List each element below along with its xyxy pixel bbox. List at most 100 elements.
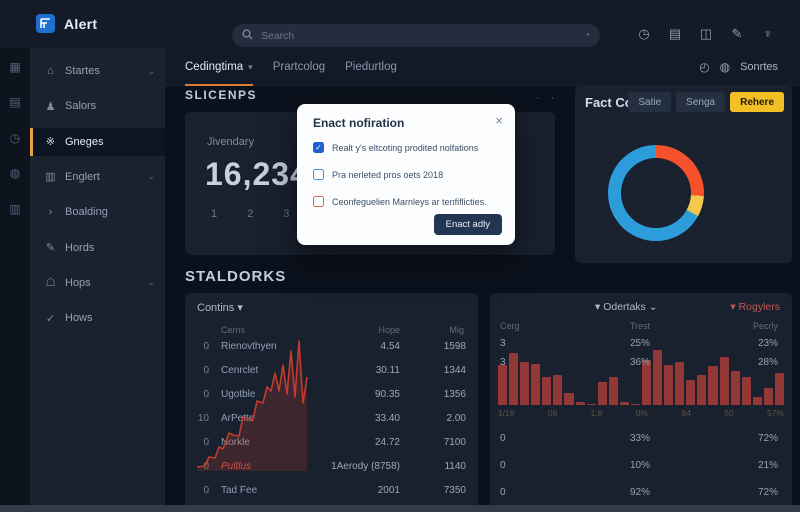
clock-icon[interactable]: ◷ [9, 130, 21, 145]
odertaks-dropdown[interactable]: ▾ Odertaks ⌄ [595, 301, 658, 313]
clock-icon[interactable]: ◴ [699, 60, 710, 74]
senga-button[interactable]: Senga [676, 92, 726, 112]
table-row[interactable]: 0 Pultlus 1Aerody (8758) 1140 [185, 461, 478, 477]
bar [653, 350, 663, 405]
tab-label: Cedingtima [185, 61, 244, 73]
row-cell: 28% [757, 357, 778, 368]
modal-title: Enact nofiration [313, 116, 405, 130]
option-label: Realt y's eltcoting prodited nolfations [332, 142, 479, 153]
enact-button[interactable]: Enact adly [433, 214, 502, 235]
card-title: Fact Cort [585, 95, 643, 110]
tab-piedurtlog[interactable]: Piedurtlog [345, 48, 397, 86]
pagination-number[interactable]: 3 [283, 208, 290, 220]
checkbox-checked-icon[interactable]: ✓ [313, 142, 324, 153]
calendar-icon[interactable]: ▤ [668, 26, 682, 41]
sidebar-item-salors[interactable]: ♟ Salors [30, 92, 165, 120]
row-value-1: 4.54 [380, 341, 400, 352]
panel-icon[interactable]: ▥ [9, 201, 21, 216]
row-value-1: 1Aerody (8758) [331, 461, 400, 472]
bar [509, 353, 519, 405]
pagination-number[interactable]: 1 [211, 208, 218, 220]
table-row[interactable]: 0 Tad Fee 2001 7350 [185, 485, 478, 501]
bar [708, 366, 718, 405]
sidebar-item-gneges[interactable]: ※ Gneges [30, 127, 165, 156]
pencil-icon[interactable]: ✎ [731, 26, 743, 41]
globe-icon[interactable]: ◍ [9, 166, 21, 181]
chevron-down-icon: ⌄ [147, 171, 155, 182]
axis-tick-label: 84 [681, 408, 691, 418]
bottom-scrollbar[interactable] [0, 505, 800, 512]
bar [675, 362, 685, 405]
source-icon[interactable]: ◍ [719, 60, 731, 74]
bar-chart-axis: 1/18 08 1:8 0% 84 50 57% [498, 408, 784, 418]
pagination-number[interactable]: 2 [247, 208, 254, 220]
grid-icon[interactable]: ▦ [9, 60, 21, 74]
enact-notification-modal: Enact nofiration × ✓ Realt y's eltcoting … [297, 104, 515, 245]
table-row[interactable]: 3 36% 28% [490, 357, 792, 371]
app-logo[interactable]: Alert [36, 14, 97, 33]
rogylers-legend[interactable]: ▾ Rogylers [730, 301, 780, 313]
tab-label: Piedurtlog [345, 61, 397, 73]
table-row[interactable]: 0 33% 72% [490, 433, 792, 447]
search-icon [242, 27, 253, 45]
rehere-button[interactable]: Rehere [730, 92, 784, 112]
sidebar-item-englert[interactable]: ▥ Englert ⌄ [30, 163, 165, 191]
bell-icon[interactable]: ♆ [763, 26, 773, 41]
col-header-cerns: Cerns [221, 325, 246, 335]
modal-option[interactable]: Ceonfeguelien Marnleys ar tenfiflicties. [313, 196, 487, 207]
bar [741, 377, 751, 405]
row-name: Tad Fee [221, 485, 258, 496]
home-icon: ⌂ [47, 65, 54, 77]
table-row[interactable]: 3 25% 23% [490, 338, 792, 352]
sources-link[interactable]: Sonrtes [740, 61, 778, 73]
row-value-2: 2.00 [446, 413, 466, 424]
sidebar-item-startes[interactable]: ⌂ Startes ⌄ [30, 57, 165, 85]
bar [752, 397, 762, 405]
stat-label: Jivendary [207, 136, 255, 148]
sidebar-item-hops[interactable]: ☖ Hops ⌄ [30, 269, 165, 297]
axis-tick-label: 0% [635, 408, 649, 418]
sidebar-item-label: Salors [65, 100, 97, 113]
document-icon[interactable]: ▤ [9, 95, 21, 110]
row-cell: 3 [500, 338, 506, 349]
axis-tick-label: 50 [724, 408, 734, 418]
table-row[interactable]: 0 92% 72% [490, 487, 792, 501]
stat-pagination: 1 2 3 [211, 208, 289, 220]
tab-cedingtima[interactable]: Cedingtima ▾ [185, 48, 253, 86]
table-row[interactable]: 0 Cenrclet 30.11 1344 [185, 365, 478, 381]
row-value-1: 30.11 [375, 365, 400, 376]
table-row[interactable]: 0 Rienovthyen 4.54 1598 [185, 341, 478, 357]
table-row[interactable]: 0 10% 21% [490, 460, 792, 474]
sidebar: ⌂ Startes ⌄ ♟ Salors ※ Gneges ▥ Englert ⌄ › Boaldin… [30, 48, 165, 505]
topbar-icons: ◷ ▤ ◫ ✎ ♆ [636, 26, 776, 42]
history-icon[interactable]: ◷ [638, 26, 650, 41]
search-input[interactable]: Search ◔ [232, 24, 600, 47]
section-dots: · · [536, 92, 559, 104]
sidebar-item-label: Gneges [65, 135, 104, 148]
logo-text: Alert [64, 15, 98, 32]
table-row[interactable]: 10 ArPette 33.40 2.00 [185, 413, 478, 429]
table-row[interactable]: 0 Ugotble 90.35 1356 [185, 389, 478, 405]
modal-option[interactable]: ✓ Realt y's eltcoting prodited nolfations [313, 142, 478, 153]
checkbox-icon[interactable] [313, 196, 324, 207]
table-row[interactable]: 0 Norkle 24.72 7100 [185, 437, 478, 453]
sidebar-item-hords[interactable]: ✎ Hords [30, 234, 165, 262]
close-icon[interactable]: × [495, 113, 503, 128]
sidebar-item-boalding[interactable]: › Boalding [30, 198, 165, 226]
sidebar-item-label: Hops [65, 276, 91, 289]
row-value-2: 1344 [443, 365, 466, 376]
checkbox-icon[interactable] [313, 169, 324, 180]
bar [597, 382, 607, 405]
book-icon[interactable]: ◫ [699, 26, 713, 41]
modal-option[interactable]: Pra nerleted pros oets 2018 [313, 169, 443, 180]
col-header-mig: Mig [449, 325, 464, 335]
row-cell: 33% [629, 433, 650, 444]
sidebar-item-hows[interactable]: ✓ Hows [30, 304, 165, 332]
row-cell: 25% [629, 338, 650, 349]
contins-dropdown[interactable]: Contins ▾ [197, 302, 243, 314]
satie-button[interactable]: Satie [628, 92, 672, 112]
row-value-1: 33.40 [374, 413, 400, 424]
tab-prartcolog[interactable]: Prartcolog [273, 48, 325, 86]
bar [619, 402, 629, 405]
logo-icon [36, 14, 55, 33]
